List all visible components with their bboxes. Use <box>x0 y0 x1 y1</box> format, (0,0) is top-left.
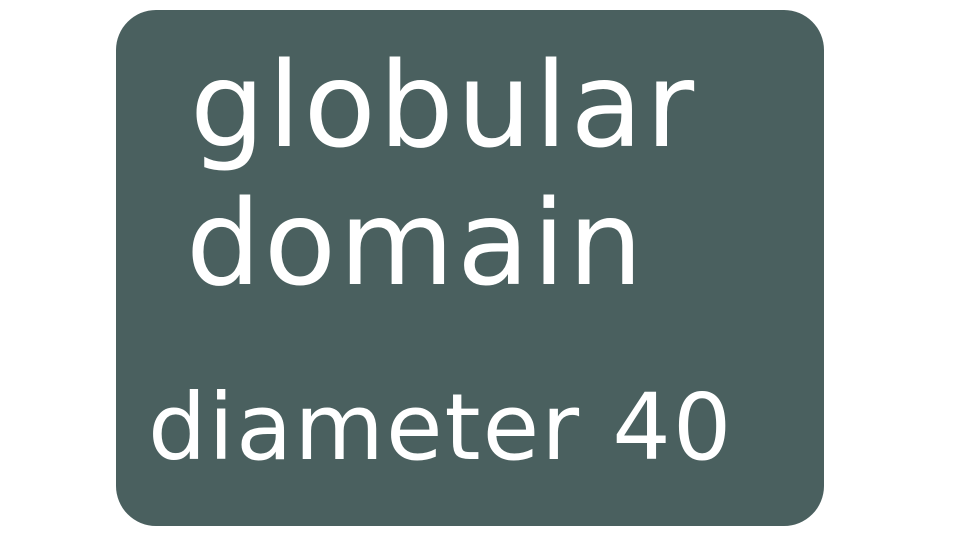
label-line-domain: domain <box>186 174 646 312</box>
label-line-diameter: diameter 40 <box>148 374 734 481</box>
label-box <box>116 10 824 526</box>
label-line-globular: globular <box>190 36 698 174</box>
